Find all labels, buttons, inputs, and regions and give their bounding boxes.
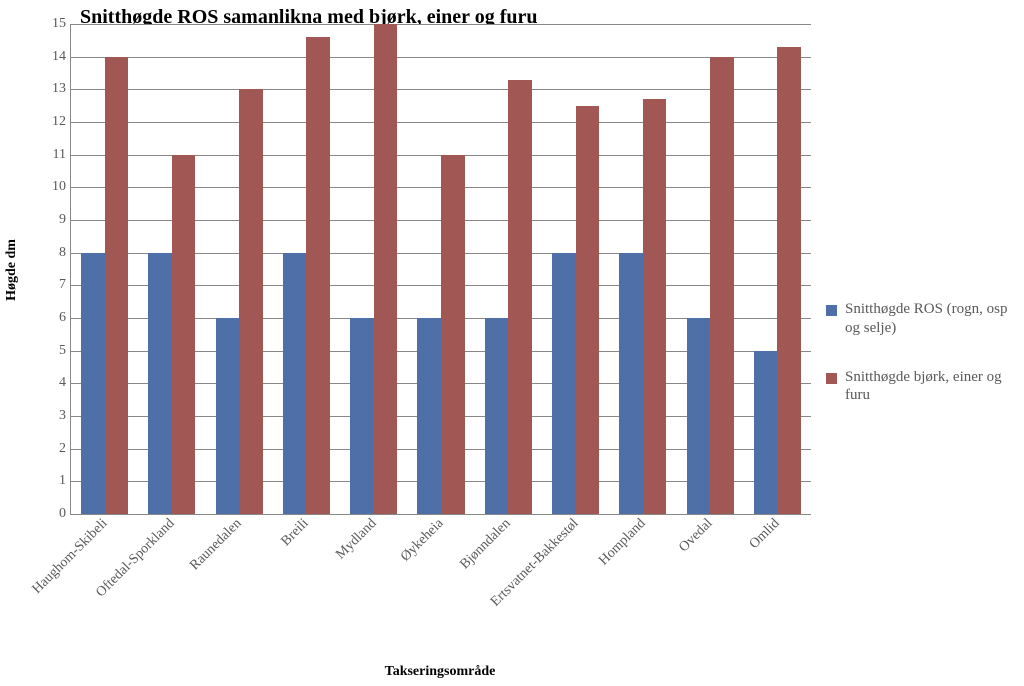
- bar: [619, 253, 643, 514]
- legend-label: Snitthøgde ROS (rogn, osp og selje): [845, 300, 1016, 338]
- bar: [754, 351, 778, 514]
- bar: [508, 80, 532, 514]
- bar: [283, 253, 307, 514]
- legend-item-ros: Snitthøgde ROS (rogn, osp og selje): [826, 300, 1016, 338]
- y-tick-label: 3: [46, 408, 66, 424]
- bar: [643, 99, 667, 514]
- y-axis-label: Høgde dm: [4, 239, 20, 301]
- bar: [350, 318, 374, 514]
- x-axis-label: Takseringsområde: [70, 664, 810, 680]
- plot-area: [70, 24, 811, 515]
- legend-swatch: [826, 373, 837, 384]
- x-category-label: Mydland: [333, 516, 380, 563]
- bars-layer: [71, 24, 811, 514]
- bar: [576, 106, 600, 514]
- bar: [687, 318, 711, 514]
- y-tick-label: 2: [46, 441, 66, 457]
- y-tick-label: 8: [46, 245, 66, 261]
- y-tick-label: 14: [46, 49, 66, 65]
- bar: [148, 253, 172, 514]
- legend-label: Snitthøgde bjørk, einer og furu: [845, 368, 1016, 406]
- y-tick-label: 5: [46, 343, 66, 359]
- legend-item-bjork: Snitthøgde bjørk, einer og furu: [826, 368, 1016, 406]
- bar: [485, 318, 509, 514]
- x-category-label: Omlid: [747, 516, 784, 553]
- bar: [81, 253, 105, 514]
- y-tick-label: 13: [46, 81, 66, 97]
- y-tick-label: 6: [46, 310, 66, 326]
- y-tick-label: 15: [46, 16, 66, 32]
- x-category-label: Bjønndalen: [458, 516, 515, 573]
- y-tick-label: 7: [46, 277, 66, 293]
- bar: [239, 89, 263, 514]
- x-category-label: Breili: [279, 516, 313, 550]
- y-tick-label: 11: [46, 147, 66, 163]
- x-category-label: Øykeheia: [398, 516, 447, 565]
- bar: [105, 57, 129, 514]
- y-tick-label: 1: [46, 473, 66, 489]
- y-tick-label: 12: [46, 114, 66, 130]
- y-tick-label: 4: [46, 375, 66, 391]
- legend-swatch: [826, 305, 837, 316]
- x-category-label: Ovedal: [676, 516, 716, 556]
- y-tick-label: 10: [46, 179, 66, 195]
- y-tick-label: 9: [46, 212, 66, 228]
- bar: [306, 37, 330, 514]
- bar: [172, 155, 196, 514]
- bar: [777, 47, 801, 514]
- bar: [374, 24, 398, 514]
- bar: [710, 57, 734, 514]
- bar: [417, 318, 441, 514]
- x-category-label: Raunedalen: [187, 516, 245, 574]
- legend: Snitthøgde ROS (rogn, osp og selje) Snit…: [826, 300, 1016, 435]
- chart-container: Snitthøgde ROS samanlikna med bjørk, ein…: [0, 0, 1024, 686]
- bar: [441, 155, 465, 514]
- bar: [552, 253, 576, 514]
- x-category-labels: Haughom-SkibeliOftedal-SporklandRaunedal…: [70, 514, 810, 674]
- x-category-label: Hompland: [596, 516, 649, 569]
- bar: [216, 318, 240, 514]
- y-tick-label: 0: [46, 506, 66, 522]
